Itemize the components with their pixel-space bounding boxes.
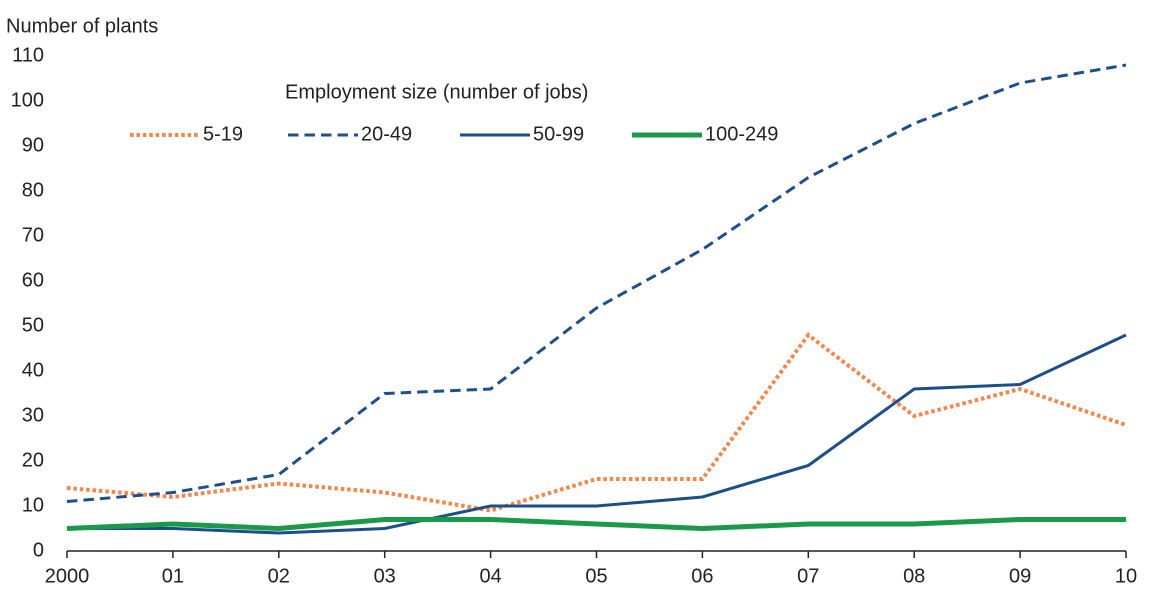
x-tick-label: 01 [162,565,184,587]
y-tick-label: 20 [22,449,44,471]
y-tick-label: 30 [22,404,44,426]
legend-label: 5-19 [203,123,243,145]
x-tick-label: 04 [479,565,501,587]
x-tick-label: 07 [797,565,819,587]
legend-label: 50-99 [533,123,584,145]
y-tick-label: 40 [22,359,44,381]
x-tick-label: 10 [1115,565,1137,587]
x-tick-label: 02 [268,565,290,587]
y-tick-label: 110 [12,44,44,66]
series-line [66,332,1127,513]
series-line [67,333,1127,535]
series-line [66,63,1127,503]
y-tick-label: 0 [33,539,44,561]
legend-label: 20-49 [361,123,412,145]
x-tick-label: 03 [374,565,396,587]
y-tick-label: 70 [22,224,44,246]
legend-title: Employment size (number of jobs) [285,81,588,103]
y-tick-label: 80 [22,179,44,201]
series-line [66,517,1126,532]
y-tick-label: 10 [22,494,44,516]
x-tick-label: 08 [903,565,925,587]
x-tick-label: 05 [585,565,607,587]
y-tick-label: 50 [22,314,44,336]
x-tick-label: 09 [1009,565,1031,587]
y-axis-label: Number of plants [6,15,158,37]
y-tick-label: 60 [22,269,44,291]
legend-label: 100-249 [705,123,778,145]
y-tick-label: 90 [22,134,44,156]
x-tick-label: 2000 [45,565,90,587]
y-tick-label: 100 [11,89,44,111]
x-tick-label: 06 [691,565,713,587]
